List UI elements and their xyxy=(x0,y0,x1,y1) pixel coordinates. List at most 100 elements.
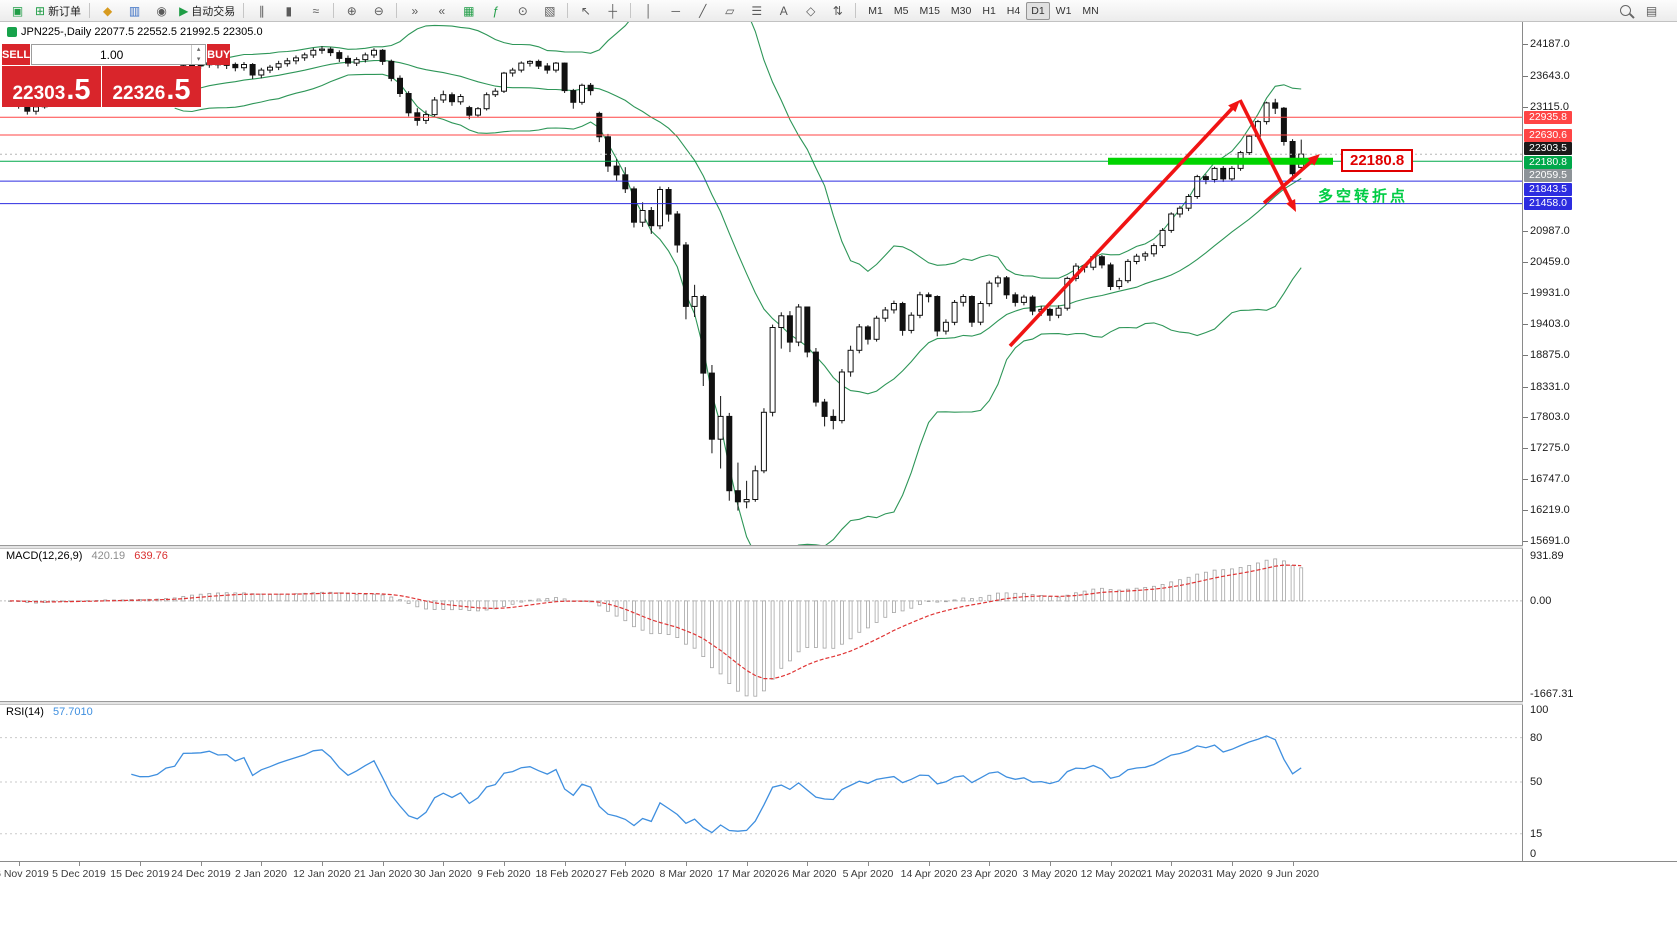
candlestick-chart-icon[interactable]: ▮ xyxy=(285,3,293,18)
timeframe-button-d1[interactable]: D1 xyxy=(1026,1,1050,20)
price-tickmark xyxy=(1523,355,1528,356)
chart-shift-icon[interactable]: « xyxy=(438,3,446,18)
timeframe-button-h1[interactable]: H1 xyxy=(982,4,996,17)
date-tickmark xyxy=(1293,862,1294,866)
date-tickmark xyxy=(1171,862,1172,866)
price-tick: 17275.0 xyxy=(1530,442,1570,454)
date-tickmark xyxy=(201,862,202,866)
sell-button[interactable]: SELL xyxy=(2,44,31,65)
new-order-icon: ⊞ xyxy=(35,3,46,18)
channel-tool-icon[interactable]: ▱ xyxy=(725,3,735,18)
volume-input[interactable] xyxy=(32,45,192,64)
volume-down-button[interactable]: ▾ xyxy=(196,55,201,63)
navigator-icon[interactable]: ◉ xyxy=(156,3,167,18)
price-level-label: 21458.0 xyxy=(1524,197,1572,210)
timeframe-button-m30[interactable]: M30 xyxy=(950,4,972,17)
symbol-info: JPN225-,Daily 22077.5 22552.5 21992.5 22… xyxy=(7,26,263,38)
fibonacci-tool-icon[interactable]: ☰ xyxy=(751,3,763,18)
panel-splitter[interactable] xyxy=(0,545,1677,549)
price-axis[interactable]: 24187.0 23643.0 23115.0 20987.0 20459.0 19931… xyxy=(1523,0,1677,945)
price-tick: 23115.0 xyxy=(1530,101,1569,113)
timeframe-button-m5[interactable]: M5 xyxy=(893,4,909,17)
search-icon[interactable] xyxy=(1620,5,1631,16)
timeframe-button-m15[interactable]: M15 xyxy=(919,4,940,17)
price-tickmark xyxy=(1523,417,1528,418)
price-tick: 16747.0 xyxy=(1530,473,1570,485)
templates-icon[interactable]: ▧ xyxy=(544,3,556,18)
rsi-indicator-label: RSI(14) 57.7010 xyxy=(6,706,93,718)
main-chart-canvas[interactable] xyxy=(0,22,1523,545)
price-tick: 16219.0 xyxy=(1530,504,1570,516)
indicators-icon[interactable]: ƒ xyxy=(492,3,500,18)
macd-axis-label: 0.00 xyxy=(1530,595,1552,607)
cursor-icon[interactable]: ↖ xyxy=(580,3,591,18)
macd-histogram xyxy=(8,558,1304,697)
rsi-axis-label: 15 xyxy=(1530,828,1543,840)
date-label: 3 May 2020 xyxy=(1022,868,1078,880)
price-tick: 20459.0 xyxy=(1530,256,1570,268)
price-tickmark xyxy=(1523,510,1528,511)
zoom-in-icon[interactable]: ⊕ xyxy=(346,3,357,18)
zoom-out-icon[interactable]: ⊖ xyxy=(373,3,384,18)
price-tick: 19931.0 xyxy=(1530,287,1570,299)
autotrading-button[interactable]: ▶ 自动交易 xyxy=(176,2,238,20)
rsi-axis-label: 100 xyxy=(1530,704,1549,716)
date-label: 14 Apr 2020 xyxy=(900,868,958,880)
volume-up-button[interactable]: ▴ xyxy=(196,46,201,54)
price-level-label: 22059.5 xyxy=(1524,169,1572,182)
new-chart-icon[interactable]: ▣ xyxy=(11,3,24,18)
date-label: 9 Jun 2020 xyxy=(1267,868,1319,880)
bar-chart-icon[interactable]: ∥ xyxy=(258,3,265,18)
date-label: 18 Feb 2020 xyxy=(535,868,595,880)
sell-price-fraction: .5 xyxy=(66,74,91,107)
timeframe-button-w1[interactable]: W1 xyxy=(1055,4,1072,17)
vertical-line-tool-icon[interactable]: │ xyxy=(645,3,653,18)
buy-button[interactable]: BUY xyxy=(207,44,231,65)
market-watch-icon[interactable]: ◆ xyxy=(102,3,113,18)
price-level-label: 21843.5 xyxy=(1524,183,1572,196)
grid-icon[interactable]: ▦ xyxy=(463,3,475,18)
price-tickmark xyxy=(1523,262,1528,263)
new-order-button[interactable]: ⊞ 新订单 xyxy=(32,2,84,20)
rsi-panel-canvas[interactable] xyxy=(0,701,1523,861)
toolbar-separator xyxy=(855,3,857,18)
toolbar-separator xyxy=(243,3,245,18)
date-label: 21 May 2020 xyxy=(1140,868,1202,880)
crosshair-icon[interactable]: ┼ xyxy=(608,3,618,18)
date-label: 12 Jan 2020 xyxy=(293,868,351,880)
data-window-icon[interactable]: ▥ xyxy=(128,3,141,18)
panel-splitter[interactable] xyxy=(0,701,1677,705)
date-tickmark xyxy=(625,862,626,866)
date-label: 15 Dec 2019 xyxy=(110,868,170,880)
date-label: 31 May 2020 xyxy=(1201,868,1263,880)
rsi-axis-label: 80 xyxy=(1530,732,1543,744)
sell-price-display[interactable]: 22303 .5 xyxy=(2,66,101,107)
symbol-chart-icon xyxy=(7,27,17,37)
timeframe-button-mn[interactable]: MN xyxy=(1082,4,1099,17)
periods-icon[interactable]: ⊙ xyxy=(517,3,528,18)
text-tool-icon[interactable]: A xyxy=(779,3,788,18)
candles xyxy=(7,46,1305,511)
horizontal-levels xyxy=(0,116,1522,205)
date-label: 8 Mar 2020 xyxy=(659,868,713,880)
price-tickmark xyxy=(1523,541,1528,542)
line-chart-icon[interactable]: ≈ xyxy=(312,3,320,18)
buy-price-display[interactable]: 22326 .5 xyxy=(102,66,201,107)
price-tick: 18875.0 xyxy=(1530,349,1570,361)
price-tick: 19403.0 xyxy=(1530,318,1570,330)
horizontal-line-tool-icon[interactable]: ─ xyxy=(671,3,681,18)
toolbar: ▣ ⊞ 新订单 ◆ ▥ ◉ ▶ 自动交易 ∥ ▮ ≈ ⊕ ⊖ » « ▦ ƒ ⊙… xyxy=(0,0,1677,22)
auto-scroll-icon[interactable]: » xyxy=(411,3,419,18)
arrows-tool-icon[interactable]: ⇅ xyxy=(832,3,843,18)
price-tickmark xyxy=(1523,387,1528,388)
timeframe-button-m1[interactable]: M1 xyxy=(868,4,883,17)
shapes-tool-icon[interactable]: ◇ xyxy=(806,3,816,18)
macd-panel-canvas[interactable] xyxy=(0,545,1523,701)
date-tickmark xyxy=(383,862,384,866)
new-order-label: 新订单 xyxy=(48,5,82,18)
layouts-icon[interactable]: ▤ xyxy=(1645,3,1658,18)
timeframe-button-h4[interactable]: H4 xyxy=(1006,4,1021,17)
date-label: 24 Dec 2019 xyxy=(171,868,231,880)
trendline-tool-icon[interactable]: ╱ xyxy=(699,3,707,18)
